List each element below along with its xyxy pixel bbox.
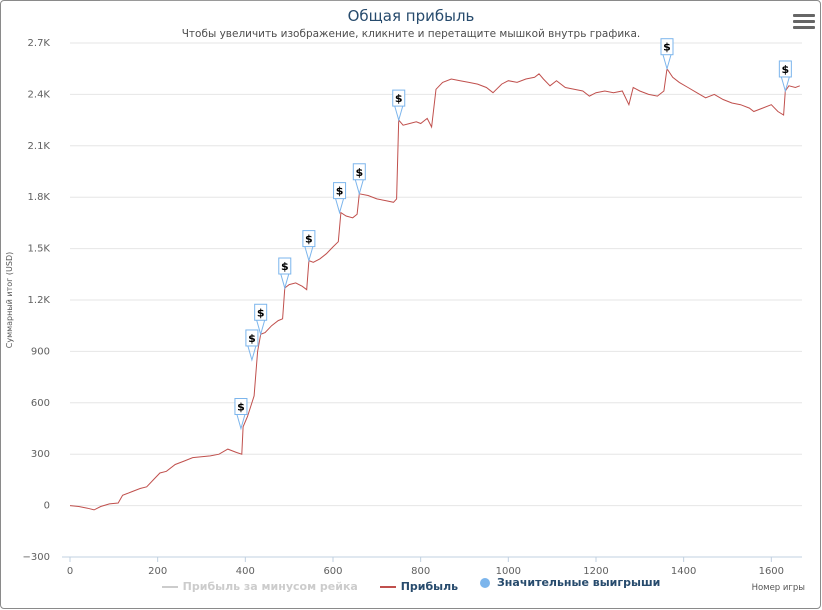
legend-item-profit[interactable]: Прибыль — [379, 580, 459, 593]
legend-label: Прибыль — [400, 580, 459, 593]
y-axis-label: Суммарный итог (USD) — [5, 252, 14, 349]
big-win-flag-pole — [662, 54, 672, 71]
y-tick-label: 2.7K — [28, 38, 51, 49]
big-win-flag-pole — [335, 198, 345, 215]
big-win-flag-label: $ — [782, 63, 790, 76]
y-tick-label: 0 — [44, 501, 50, 512]
big-win-flag-pole — [256, 320, 266, 337]
big-win-flag[interactable] — [234, 398, 248, 415]
y-tick-label: 1.8K — [28, 192, 51, 203]
y-tick-label: 900 — [31, 346, 50, 357]
big-win-flag[interactable] — [778, 60, 792, 78]
legend-item-big-wins[interactable]: Значительные выигрыши — [479, 576, 661, 589]
big-win-flag-label: $ — [395, 92, 403, 105]
chart-menu-icon[interactable] — [793, 14, 815, 34]
chart-subtitle: Чтобы увеличить изображение, кликните и … — [181, 28, 641, 40]
y-tick-label: −300 — [23, 552, 50, 563]
legend-line-icon — [379, 585, 396, 588]
big-win-flag-label: $ — [355, 166, 363, 179]
big-win-flag-label: $ — [237, 401, 245, 414]
x-axis-label: Номер игры — [752, 583, 805, 593]
x-tick-label: 600 — [323, 566, 342, 577]
legend-item-profit-minus-rake[interactable]: Прибыль за минусом рейка — [161, 580, 358, 593]
chart-title: Общая прибыль — [347, 7, 475, 25]
x-tick-label: 800 — [411, 566, 430, 577]
x-tick-label: 0 — [67, 566, 73, 577]
big-win-flag[interactable] — [352, 163, 366, 181]
big-win-flag-pole — [304, 246, 314, 263]
y-tick-label: 2.4K — [28, 89, 51, 100]
big-win-flag-pole — [780, 76, 790, 93]
big-win-flag-pole — [236, 414, 246, 431]
big-win-flag-label: $ — [663, 41, 671, 54]
big-win-flag[interactable] — [254, 303, 268, 321]
y-tick-label: 1.5K — [28, 244, 51, 255]
big-win-flag-pole — [354, 179, 364, 196]
big-win-flag[interactable] — [333, 182, 347, 200]
big-win-flag-label: $ — [257, 306, 265, 319]
x-tick-label: 200 — [148, 566, 167, 577]
big-win-flag[interactable] — [660, 38, 674, 56]
legend-label: Значительные выигрыши — [496, 576, 661, 589]
big-win-flag-pole — [247, 345, 257, 362]
big-win-flag[interactable] — [245, 329, 259, 347]
y-tick-label: 600 — [31, 398, 50, 409]
big-win-flag-label: $ — [336, 185, 344, 198]
x-tick-label: 400 — [236, 566, 255, 577]
y-tick-label: 1.2K — [28, 295, 51, 306]
big-win-flag-label: $ — [305, 233, 313, 246]
chart-legend: Прибыль за минусом рейка Прибыль Значите… — [0, 576, 822, 593]
big-win-flag[interactable] — [392, 89, 406, 107]
big-win-flag[interactable] — [278, 257, 292, 275]
x-tick-label: 1400 — [671, 566, 696, 577]
x-tick-label: 1200 — [583, 566, 608, 577]
big-win-flag-pole — [280, 273, 290, 290]
x-tick-label: 1000 — [496, 566, 521, 577]
legend-line-icon — [161, 585, 178, 588]
legend-label: Прибыль за минусом рейка — [182, 580, 358, 593]
big-win-flag-label: $ — [281, 260, 289, 273]
x-tick-label: 1600 — [759, 566, 784, 577]
big-win-flag-label: $ — [248, 332, 256, 345]
legend-dot-icon — [479, 577, 490, 588]
y-tick-label: 2.1K — [28, 141, 51, 152]
profit-series-line[interactable] — [69, 67, 800, 511]
big-win-flag-pole — [394, 105, 404, 122]
big-win-flag[interactable] — [302, 230, 316, 248]
y-tick-label: 300 — [31, 449, 50, 460]
top-divider — [100, 0, 350, 1]
